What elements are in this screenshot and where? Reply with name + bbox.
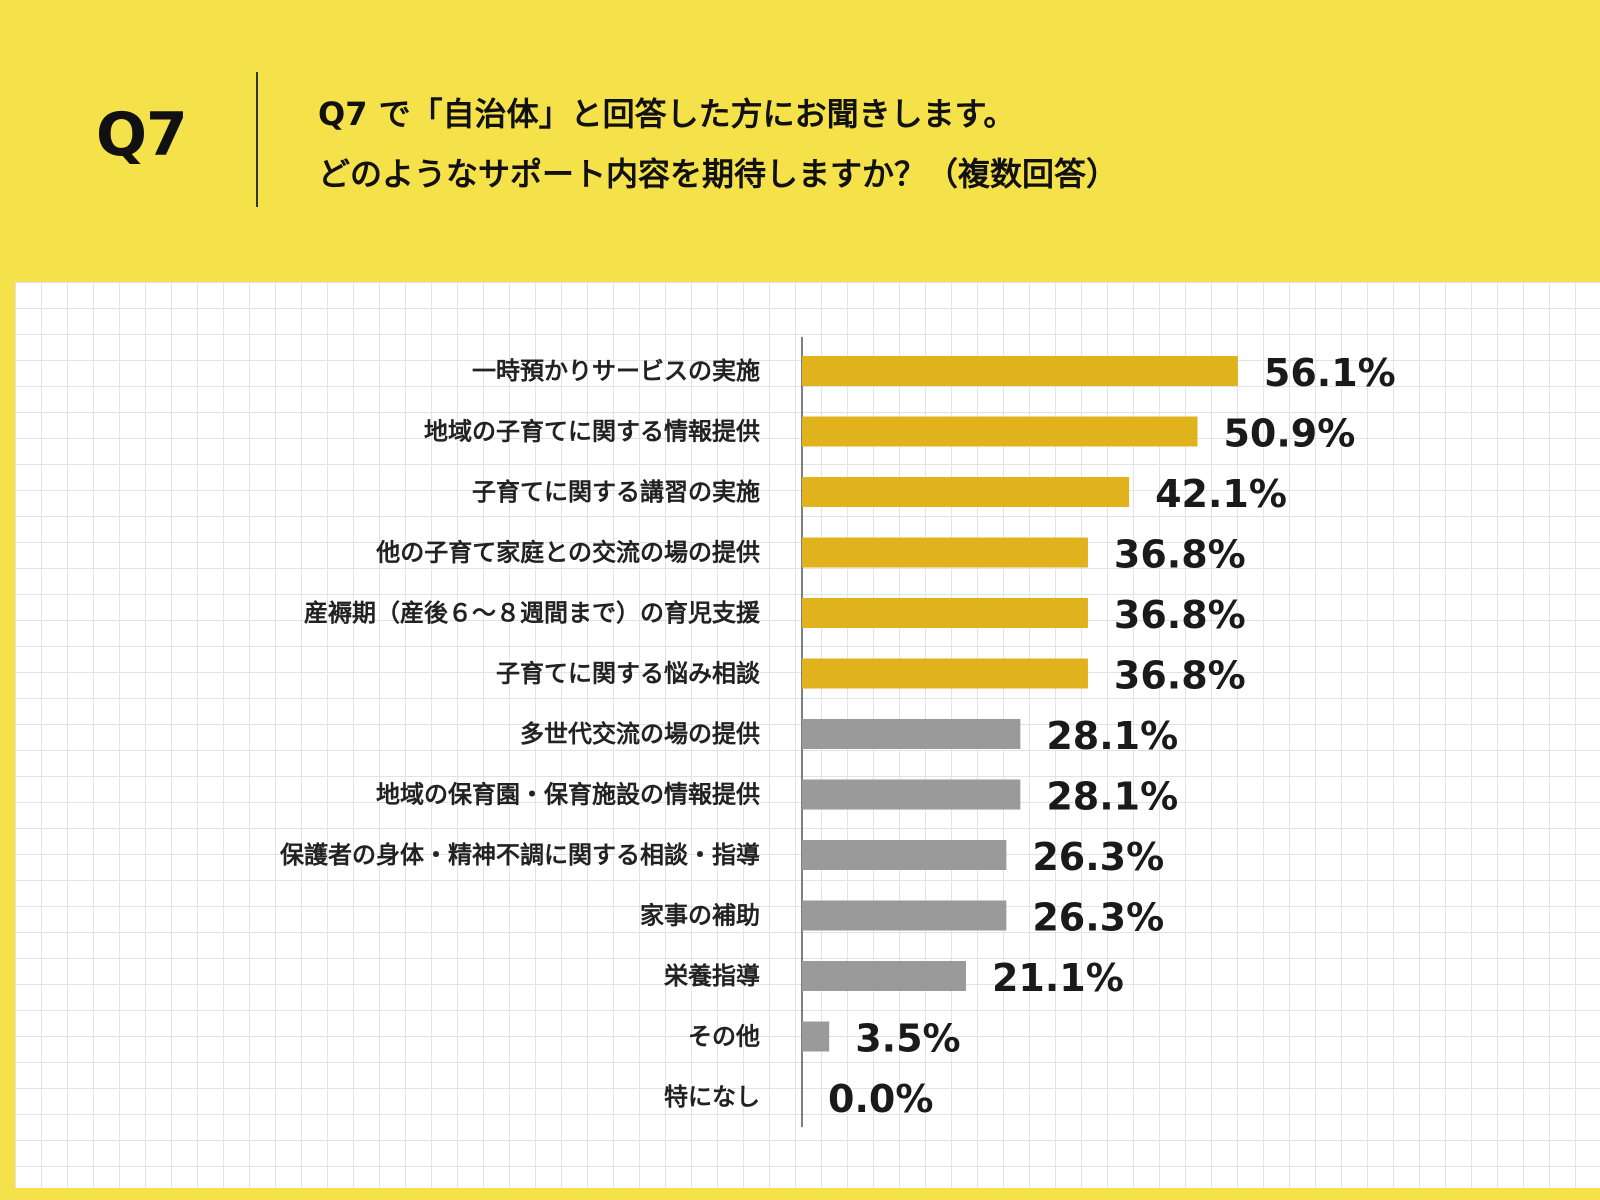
value-label: 42.1% xyxy=(1155,472,1287,516)
bar xyxy=(802,416,1198,447)
category-label: 地域の子育てに関する情報提供 xyxy=(424,418,760,446)
bar xyxy=(802,900,1007,931)
chart-panel: 一時預かりサービスの実施 56.1% 地域の子育てに関する情報提供 50.9% 子育てに… xyxy=(15,282,1600,1188)
header-divider xyxy=(256,72,258,207)
category-label: 他の子育て家庭との交流の場の提供 xyxy=(375,539,760,567)
bar xyxy=(802,1021,830,1052)
category-label: 家事の補助 xyxy=(640,902,760,930)
value-label: 21.1% xyxy=(992,956,1124,1000)
category-label: 多世代交流の場の提供 xyxy=(520,720,760,748)
question-line-1: Q7 で「自治体」と回答した方にお聞きします。 xyxy=(318,95,1016,133)
value-label: 36.8% xyxy=(1114,533,1246,577)
value-label: 0.0% xyxy=(828,1077,933,1121)
value-label: 36.8% xyxy=(1114,593,1246,637)
bar xyxy=(802,779,1021,810)
question-text: Q7 で「自治体」と回答した方にお聞きします。 どのようなサポート内容を期待しま… xyxy=(318,84,1118,204)
bar xyxy=(802,719,1021,749)
bar xyxy=(802,658,1088,689)
category-label: 特になし xyxy=(664,1083,760,1111)
value-label: 56.1% xyxy=(1264,351,1396,395)
bar xyxy=(802,598,1088,628)
category-label: 産褥期（産後６～８週間まで）の育児支援 xyxy=(304,599,761,627)
category-label: 栄養指導 xyxy=(663,962,760,990)
category-label: 一時預かりサービスの実施 xyxy=(472,357,760,385)
bar xyxy=(802,356,1238,386)
bar xyxy=(802,840,1007,870)
value-label: 26.3% xyxy=(1032,835,1164,879)
category-label: 子育てに関する講習の実施 xyxy=(472,478,760,506)
bar xyxy=(802,961,966,991)
value-label: 3.5% xyxy=(855,1017,960,1061)
value-label: 36.8% xyxy=(1114,654,1246,698)
value-label: 28.1% xyxy=(1046,714,1178,758)
value-label: 28.1% xyxy=(1046,775,1178,819)
category-label: 子育てに関する悩み相談 xyxy=(496,660,761,688)
bar xyxy=(802,477,1130,507)
question-header: Q7 Q7 で「自治体」と回答した方にお聞きします。 どのようなサポート内容を期… xyxy=(0,0,1600,280)
category-label: 地域の保育園・保育施設の情報提供 xyxy=(376,781,760,809)
value-label: 50.9% xyxy=(1223,412,1355,456)
bar-chart: 一時預かりサービスの実施 56.1% 地域の子育てに関する情報提供 50.9% 子育てに… xyxy=(279,337,1396,1127)
question-number: Q7 xyxy=(96,100,188,170)
category-label: その他 xyxy=(688,1023,760,1051)
question-line-2: どのようなサポート内容を期待しますか？（複数回答） xyxy=(318,155,1119,193)
category-label: 保護者の身体・精神不調に関する相談・指導 xyxy=(279,841,760,869)
bar xyxy=(802,537,1088,568)
value-label: 26.3% xyxy=(1032,896,1164,940)
